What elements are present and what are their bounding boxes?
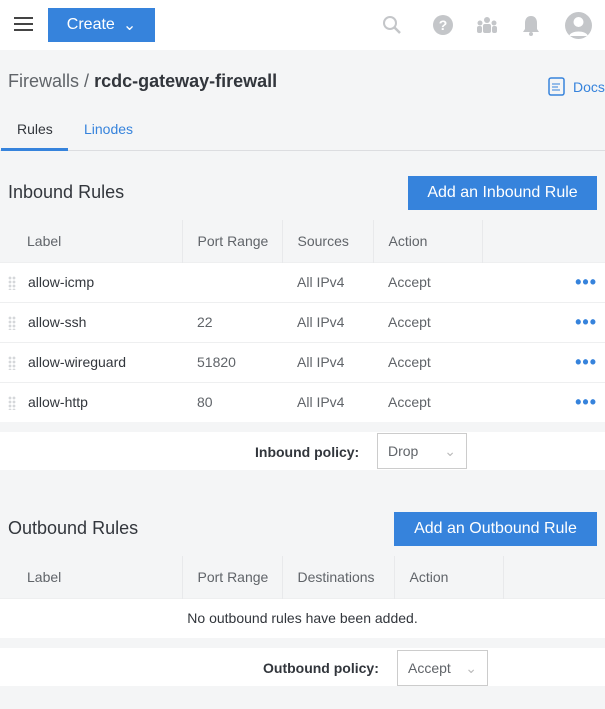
inbound-title: Inbound Rules (8, 182, 125, 202)
drag-handle-icon[interactable] (8, 396, 16, 411)
column-destinations[interactable]: Destinations (281, 556, 394, 598)
table-row: allow-http 80 All IPv4 Accept ••• (0, 381, 605, 422)
notifications-icon[interactable] (518, 12, 544, 38)
rule-sources: All IPv4 (282, 381, 373, 422)
rule-action: Accept (373, 381, 482, 422)
rule-label: allow-wireguard (28, 353, 127, 370)
rule-action: Accept (373, 261, 482, 302)
outbound-title: Outbound Rules (8, 518, 139, 538)
tab-divider (0, 150, 605, 151)
more-actions-icon[interactable]: ••• (482, 381, 605, 422)
drag-handle-icon[interactable] (8, 356, 16, 371)
rule-action: Accept (373, 301, 482, 342)
column-action[interactable]: Action (393, 556, 503, 598)
rule-label-cell: allow-icmp (0, 261, 182, 302)
tab-rules[interactable]: Rules (17, 121, 53, 137)
rule-ports: 51820 (182, 341, 282, 382)
column-label[interactable]: Label (0, 556, 182, 598)
tab-linodes[interactable]: Linodes (84, 121, 134, 137)
add-inbound-rule-button[interactable]: Add an Inbound Rule (408, 176, 597, 210)
column-actions-menu (502, 556, 605, 598)
inbound-policy-label: Inbound policy: (255, 444, 360, 460)
rule-ports: 80 (182, 381, 282, 422)
svg-text:?: ? (439, 17, 448, 33)
menu-icon[interactable] (14, 17, 33, 31)
column-actions-menu (481, 220, 605, 262)
outbound-policy-value: Accept (408, 660, 451, 676)
column-port-range[interactable]: Port Range (181, 220, 282, 262)
create-button[interactable]: Create ⌄ (48, 8, 155, 42)
rule-label-cell: allow-wireguard (0, 341, 182, 382)
rule-sources: All IPv4 (282, 341, 373, 382)
more-actions-icon[interactable]: ••• (482, 341, 605, 382)
outbound-policy-select[interactable]: Accept ⌄ (397, 650, 488, 686)
inbound-policy-value: Drop (388, 443, 419, 459)
column-sources[interactable]: Sources (281, 220, 373, 262)
table-row: allow-icmp All IPv4 Accept ••• (0, 261, 605, 302)
rule-ports (182, 261, 282, 302)
rule-label: allow-ssh (28, 313, 87, 330)
outbound-rules-table: Label Port Range Destinations Action No … (0, 556, 605, 638)
inbound-policy-select[interactable]: Drop ⌄ (377, 433, 467, 469)
inbound-policy-bar (0, 432, 605, 470)
empty-message: No outbound rules have been added. (0, 597, 605, 638)
docs-label: Docs (573, 78, 605, 95)
docs-link[interactable]: Docs (548, 77, 605, 96)
breadcrumb: Firewalls / rcdc-gateway-firewall (8, 71, 277, 92)
rule-action: Accept (373, 341, 482, 382)
more-actions-icon[interactable]: ••• (482, 301, 605, 342)
more-actions-icon[interactable]: ••• (482, 261, 605, 302)
rule-sources: All IPv4 (282, 261, 373, 302)
column-action[interactable]: Action (372, 220, 482, 262)
search-icon[interactable] (379, 12, 405, 38)
create-label: Create (66, 16, 115, 33)
breadcrumb-separator: / (84, 71, 90, 91)
inbound-rules-table: Label Port Range Sources Action allow-ic… (0, 220, 605, 422)
chevron-down-icon: ⌄ (122, 17, 137, 34)
active-tab-indicator (1, 148, 68, 151)
breadcrumb-parent[interactable]: Firewalls (8, 71, 80, 91)
outbound-policy-bar (0, 648, 605, 686)
profile-icon[interactable] (565, 12, 592, 39)
outbound-policy-label: Outbound policy: (263, 660, 379, 676)
rule-label: allow-icmp (28, 273, 95, 290)
rule-sources: All IPv4 (282, 301, 373, 342)
table-row: allow-wireguard 51820 All IPv4 Accept ••… (0, 341, 605, 382)
column-label[interactable]: Label (0, 220, 182, 262)
drag-handle-icon[interactable] (8, 276, 16, 291)
rule-label-cell: allow-ssh (0, 301, 182, 342)
rule-label-cell: allow-http (0, 381, 182, 422)
chevron-down-icon: ⌄ (444, 442, 456, 459)
empty-row: No outbound rules have been added. (0, 597, 605, 638)
table-header: Label Port Range Sources Action (0, 220, 605, 262)
community-icon[interactable] (474, 12, 500, 38)
table-header: Label Port Range Destinations Action (0, 556, 605, 598)
page-title: rcdc-gateway-firewall (94, 71, 278, 91)
drag-handle-icon[interactable] (8, 316, 16, 331)
add-outbound-rule-button[interactable]: Add an Outbound Rule (394, 512, 597, 546)
chevron-down-icon: ⌄ (465, 659, 477, 676)
column-port-range[interactable]: Port Range (181, 556, 282, 598)
rule-label: allow-http (28, 394, 88, 411)
rule-ports: 22 (182, 301, 282, 342)
table-row: allow-ssh 22 All IPv4 Accept ••• (0, 301, 605, 342)
help-icon[interactable]: ? (430, 12, 456, 38)
document-icon (548, 77, 565, 96)
